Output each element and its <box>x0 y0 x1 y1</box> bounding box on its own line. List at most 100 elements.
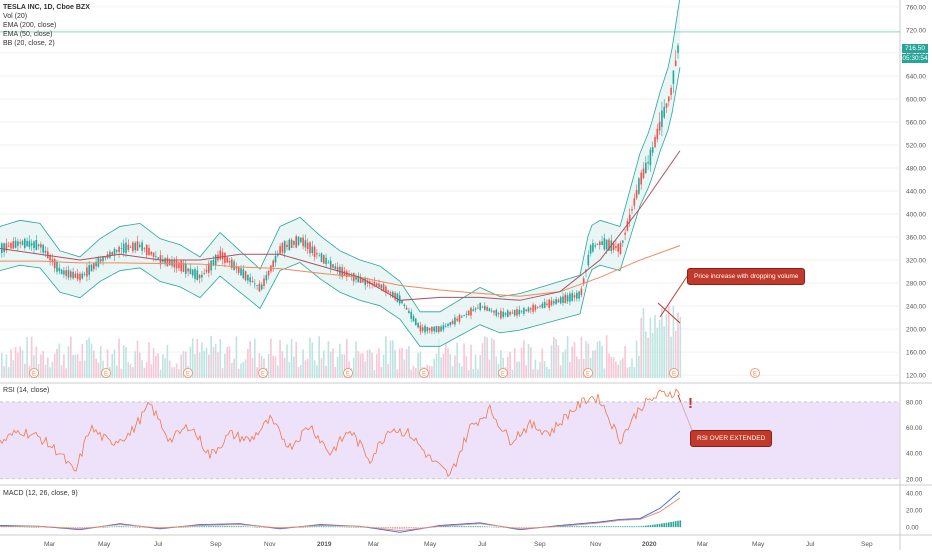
candle-body <box>228 260 231 263</box>
candle-body <box>474 308 477 310</box>
candle-body <box>97 257 100 267</box>
macd-histogram-bar <box>523 527 525 528</box>
volume-bar <box>474 354 477 378</box>
candle-body <box>145 244 148 256</box>
volume-bar <box>302 349 304 378</box>
candle-body <box>530 308 532 310</box>
volume-callout-leader <box>657 302 681 324</box>
macd-histogram-bar <box>228 526 231 528</box>
volume-bar <box>419 351 422 378</box>
volume-bar <box>12 360 15 378</box>
macd-histogram-bar <box>226 526 228 528</box>
candle-body <box>3 243 5 252</box>
volume-bar <box>323 350 325 378</box>
volume-bar <box>233 358 235 378</box>
volume-bar <box>463 343 465 378</box>
candle-body <box>594 245 596 247</box>
volume-bar <box>329 351 332 378</box>
volume-bar <box>343 354 346 378</box>
candle-body <box>109 251 111 258</box>
volume-bar <box>626 367 629 378</box>
candle-body <box>444 325 447 327</box>
candle-body <box>410 311 412 319</box>
candle-body <box>180 260 182 272</box>
volume-bar <box>615 361 617 378</box>
macd-histogram-bar <box>608 526 610 528</box>
volume-bar <box>5 354 8 378</box>
macd-histogram-bar <box>102 527 104 528</box>
macd-histogram-bar <box>263 527 265 528</box>
candle-body <box>272 260 274 268</box>
volume-bar <box>113 349 116 378</box>
volume-bar <box>378 348 380 378</box>
volume-bar <box>392 340 394 378</box>
volume-bar <box>585 340 587 378</box>
candle-body <box>408 310 410 314</box>
candle-body <box>601 241 603 246</box>
time-axis-label: 2019 <box>317 541 332 548</box>
volume-bar <box>362 353 364 378</box>
candle-body <box>431 326 433 332</box>
macd-histogram-bar <box>205 526 208 528</box>
volume-bar <box>277 365 279 378</box>
volume-bar <box>649 317 652 378</box>
macd-histogram-bar <box>120 526 123 528</box>
volume-bar <box>304 360 307 378</box>
candle-body <box>24 238 26 248</box>
volume-bar <box>456 342 458 378</box>
y-tick-label: 520.00 <box>906 142 926 149</box>
earnings-marker <box>750 368 760 378</box>
candle-body <box>42 244 44 253</box>
rsi-pane-title: RSI (14, close) <box>3 387 50 394</box>
volume-bar <box>599 340 601 378</box>
volume-bar <box>221 368 224 378</box>
volume-bar <box>520 347 523 378</box>
candle-body <box>645 162 647 174</box>
time-axis-label: Sep <box>210 541 222 548</box>
rsi-tick-label: 20.00 <box>906 476 923 483</box>
candle-body <box>582 278 585 285</box>
macd-histogram-bar <box>37 527 40 528</box>
macd-histogram-bar <box>141 527 143 528</box>
volume-bar <box>674 330 677 378</box>
candle-body <box>1 243 3 253</box>
candle-body <box>235 266 238 269</box>
volume-bar <box>258 353 261 378</box>
volume-bar <box>139 352 141 378</box>
macd-histogram-bar <box>318 526 320 528</box>
earnings-marker-label: E <box>261 372 265 378</box>
candle-body <box>226 257 228 263</box>
candle-body <box>569 293 571 302</box>
candle-body <box>81 273 84 279</box>
candle-body <box>221 252 224 260</box>
volume-bar <box>389 340 392 378</box>
macd-histogram-bar <box>571 526 573 528</box>
volume-bar <box>313 360 316 378</box>
candle-body <box>387 290 389 293</box>
volume-bar <box>488 359 491 378</box>
candle-body <box>134 242 136 251</box>
macd-histogram-bar <box>86 527 88 528</box>
candle-body <box>327 262 330 264</box>
macd-histogram-bar <box>111 526 113 528</box>
macd-histogram-bar <box>679 520 682 528</box>
macd-histogram-bar <box>640 526 642 528</box>
time-axis-label: Nov <box>590 541 602 548</box>
candle-body <box>148 247 150 256</box>
volume-bar <box>428 366 431 378</box>
volume-bar <box>231 362 233 378</box>
candle-body <box>258 283 261 292</box>
candle-body <box>306 242 309 250</box>
candle-body <box>102 256 104 262</box>
candle-body <box>626 220 629 231</box>
macd-histogram-bar <box>672 521 675 528</box>
candle-body <box>35 240 38 250</box>
volume-bar <box>412 365 415 378</box>
volume-bar <box>205 347 208 378</box>
time-axis-label: Jul <box>806 541 815 548</box>
time-axis-label: Nov <box>264 541 276 548</box>
candle-body <box>185 263 187 274</box>
macd-histogram-bar <box>26 526 28 528</box>
volume-bar <box>120 369 123 378</box>
volume-bar <box>587 343 590 378</box>
